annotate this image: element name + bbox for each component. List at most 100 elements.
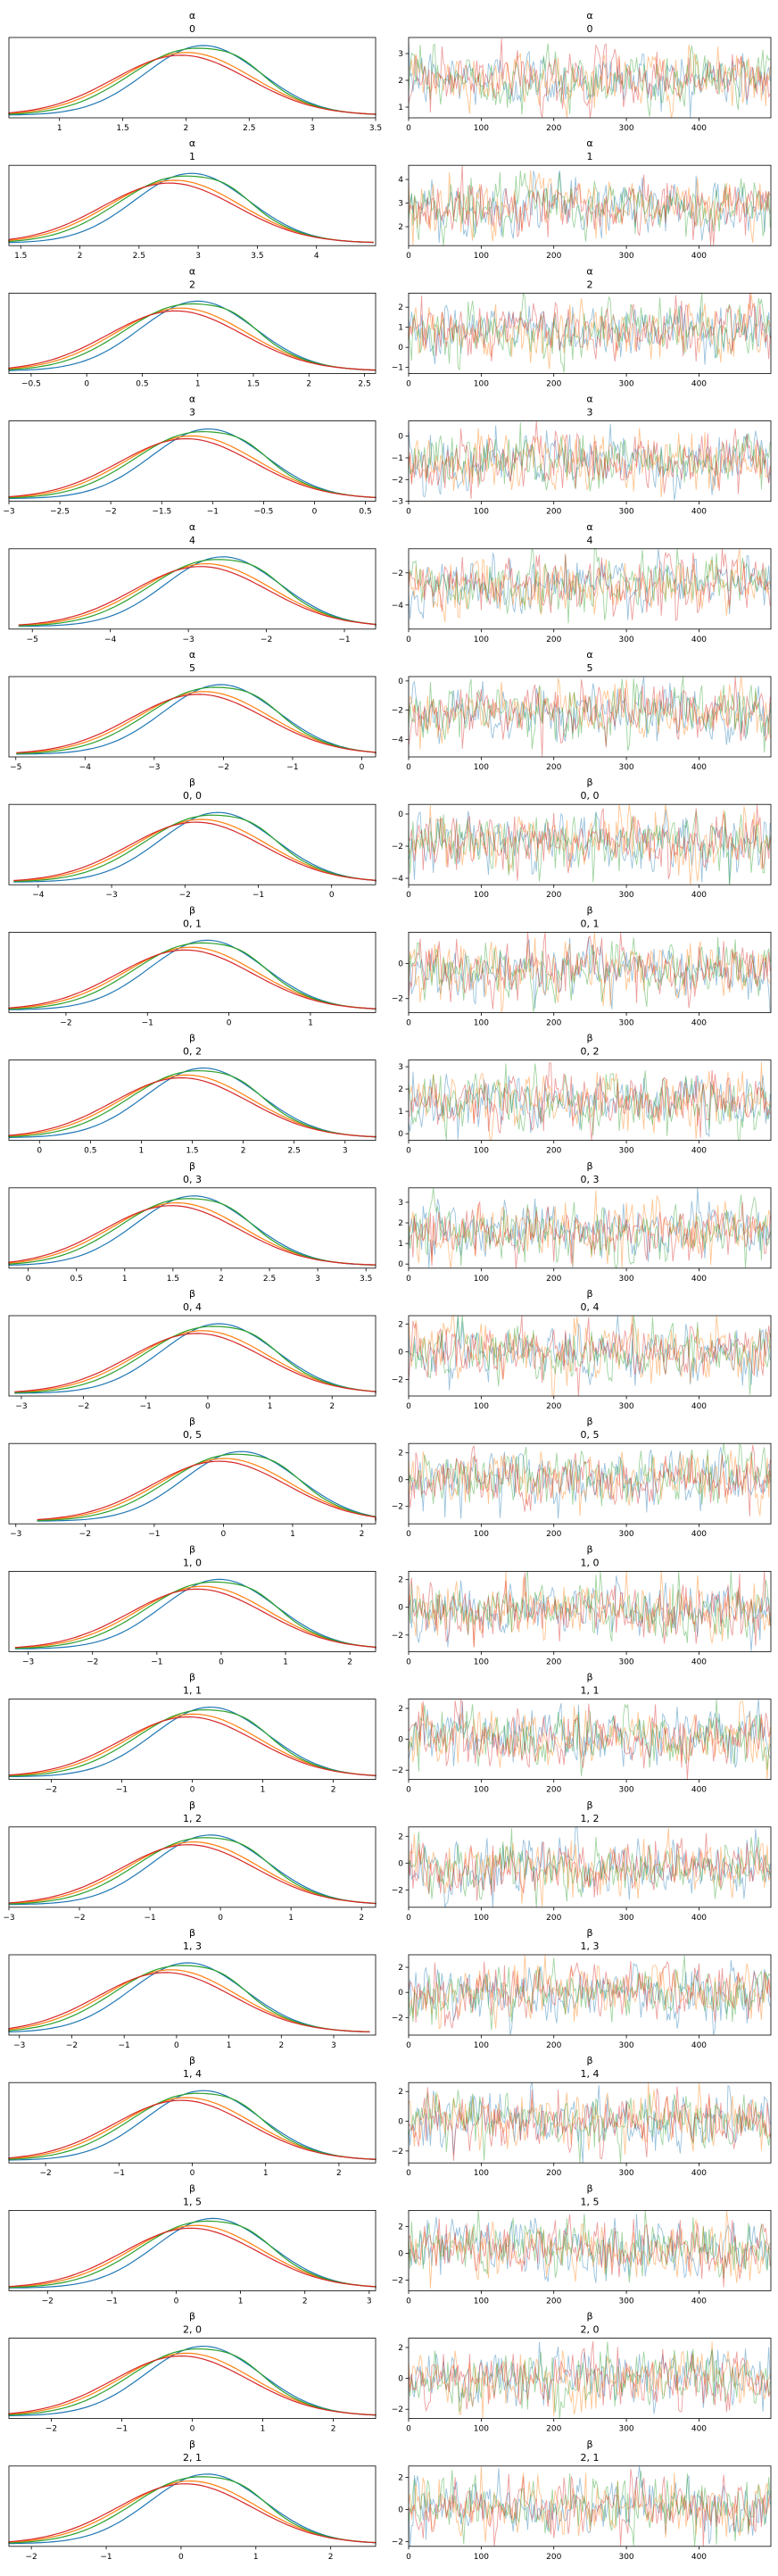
kde-curve-chain-2 (8, 1198, 377, 1266)
trace-ytick-label: 0 (398, 2505, 403, 2514)
trace-ytick-label: −2 (392, 1503, 403, 1512)
kde-xtick-label: 1 (238, 2297, 244, 2306)
kde-xtick-label: 0 (26, 1275, 31, 1284)
kde-curve-chain-2 (8, 1708, 377, 1777)
panel-0: α 0 α 0 1 1.5 2 2.5 3 3.5 0 100 200 300 400 1 2 3 (8, 10, 772, 133)
kde-curve-chain-2 (8, 430, 377, 499)
kde-curve-chain-0 (14, 1578, 377, 1649)
kde-xtick-label: 3 (310, 124, 315, 133)
kde-xtick-label: 3.5 (251, 252, 263, 261)
panel-14: β 1, 2 β 1, 2 −3 −2 −1 0 1 2 0 100 200 300 400 −2 0 2 (3, 1799, 772, 1923)
kde-title-coord: 1, 5 (183, 2196, 202, 2207)
kde-title-coord: 5 (189, 662, 195, 674)
kde-xtick-label: 2 (359, 1914, 364, 1923)
trace-xtick-label: 300 (618, 508, 633, 517)
trace-ytick-label: −2 (392, 1632, 403, 1641)
kde-title-coord: 1, 4 (183, 2068, 202, 2080)
trace-xtick-label: 400 (691, 2553, 707, 2562)
trace-xtick-label: 0 (406, 2553, 411, 2562)
kde-curve-chain-3 (8, 949, 377, 1010)
kde-axes-frame (8, 1699, 377, 1780)
kde-xtick-label: 2 (347, 1658, 352, 1666)
trace-title-var: α (586, 521, 592, 533)
trace-ytick-label: 2 (398, 303, 403, 312)
trace-line-chain-1 (408, 2082, 771, 2155)
trace-ytick-label: 2 (398, 223, 403, 232)
trace-ytick-label: −1 (392, 364, 403, 373)
trace-xtick-label: 300 (618, 2041, 633, 2050)
trace-xtick-label: 400 (691, 636, 707, 644)
kde-title-var: α (189, 394, 195, 405)
kde-curve-chain-0 (8, 1834, 377, 1906)
kde-xtick-label: 0.5 (84, 1147, 96, 1156)
kde-xtick-label: 1 (122, 1275, 128, 1284)
kde-xtick-label: 1.5 (167, 1275, 179, 1284)
trace-ytick-label: 0 (398, 1989, 403, 1998)
kde-xtick-label: 3 (367, 2297, 372, 2306)
kde-title-coord: 1, 3 (183, 1940, 202, 1952)
kde-xtick-label: 0 (190, 2425, 195, 2434)
kde-curve-chain-2 (16, 686, 377, 754)
trace-title-var: α (586, 649, 592, 661)
kde-xtick-label: 3 (195, 252, 201, 261)
trace-xtick-label: 300 (618, 379, 633, 388)
kde-curve-chain-3 (37, 1460, 377, 1521)
kde-xtick-label: 1.5 (247, 379, 260, 388)
trace-ytick-label: 2 (398, 1450, 403, 1458)
kde-axes-frame (8, 932, 377, 1013)
trace-line-chain-3 (408, 2214, 771, 2288)
kde-title-coord: 3 (189, 407, 195, 419)
trace-axes-frame (408, 1187, 772, 1269)
panel-13: β 1, 1 β 1, 1 −2 −1 0 1 2 0 100 200 300 400 −2 0 2 (8, 1672, 772, 1795)
kde-curve-chain-2 (37, 1453, 377, 1522)
kde-xtick-label: 2 (241, 1147, 246, 1156)
trace-ytick-label: 1 (398, 1108, 403, 1117)
kde-xtick-label: 1 (283, 1658, 288, 1666)
trace-xtick-label: 100 (474, 2169, 489, 2178)
kde-curve-chain-2 (8, 175, 374, 244)
kde-axes-frame (8, 420, 377, 503)
kde-xtick-label: −4 (104, 636, 117, 644)
kde-xtick-label: 2 (184, 124, 189, 133)
panel-8: β 0, 2 β 0, 2 0 0.5 1 1.5 2 2.5 3 0 100 200 300 400 0 1 2 3 (8, 1033, 772, 1156)
trace-axes-frame (408, 932, 772, 1013)
trace-xtick-label: 100 (474, 2041, 489, 2050)
trace-xtick-label: 100 (474, 1530, 489, 1539)
panel-7: β 0, 1 β 0, 1 −2 −1 0 1 0 100 200 300 400 −2 0 (8, 904, 772, 1027)
trace-xtick-label: 400 (691, 379, 707, 388)
trace-title-var: β (586, 1288, 592, 1300)
trace-xtick-label: 400 (691, 1530, 707, 1539)
kde-curve-chain-1 (8, 179, 374, 244)
kde-xtick-label: 2 (302, 2297, 308, 2306)
trace-line-chain-0 (408, 548, 771, 620)
trace-axes-frame (408, 1442, 772, 1525)
trace-xtick-label: 100 (474, 1914, 489, 1923)
kde-title-var: β (189, 1160, 195, 1172)
kde-xtick-label: 0 (219, 1658, 224, 1666)
kde-curve-chain-3 (8, 2227, 377, 2288)
trace-line-chain-3 (408, 1062, 771, 1141)
trace-line-chain-3 (408, 676, 771, 757)
trace-axes-frame (408, 803, 772, 885)
kde-xtick-label: 1.5 (14, 252, 27, 261)
trace-line-chain-0 (408, 1315, 771, 1391)
trace-axes-frame (408, 292, 772, 374)
trace-xtick-label: 400 (691, 1658, 707, 1666)
trace-line-chain-1 (408, 1315, 771, 1397)
trace-title-var: β (586, 1160, 592, 1172)
trace-title-var: β (586, 777, 592, 788)
panel-12: β 1, 0 β 1, 0 −3 −2 −1 0 1 2 0 100 200 300 400 −2 0 2 (8, 1543, 772, 1666)
trace-title-coord: 0, 5 (581, 1429, 600, 1441)
trace-line-chain-0 (408, 2342, 771, 2414)
trace-xtick-label: 0 (406, 1402, 411, 1411)
kde-title-coord: 1, 0 (183, 1557, 202, 1568)
panel-3: α 3 α 3 −3 −2.5 −2 −1.5 −1 −0.5 0 0.5 0 100 200 300 400 −… (3, 394, 772, 517)
kde-curve-chain-2 (13, 814, 377, 883)
kde-curve-chain-3 (8, 1205, 377, 1266)
kde-curve-chain-0 (8, 2090, 377, 2161)
trace-ytick-label: 2 (398, 2473, 403, 2482)
trace-ytick-label: 2 (398, 1085, 403, 1094)
trace-xtick-label: 400 (691, 124, 707, 133)
kde-curve-chain-1 (8, 1201, 377, 1266)
kde-title-coord: 0, 4 (183, 1301, 202, 1313)
